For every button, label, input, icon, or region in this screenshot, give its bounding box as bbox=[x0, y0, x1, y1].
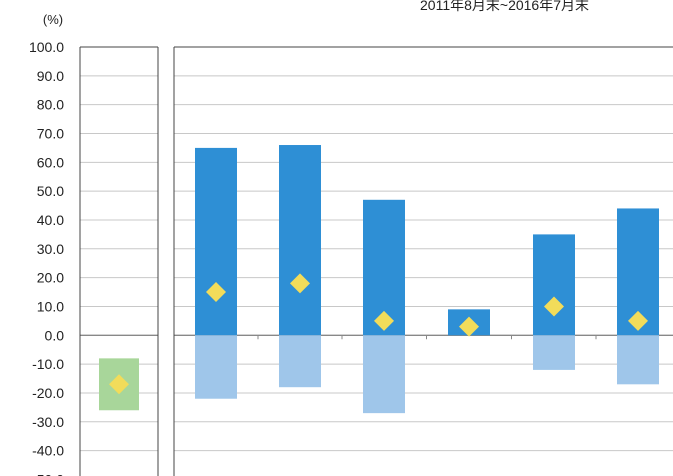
marker-point bbox=[459, 316, 479, 337]
marker-point bbox=[290, 273, 310, 294]
y-tick-labels: 100.0 90.0 80.0 70.0 60.0 50.0 40.0 30.0 20.0 10.… bbox=[29, 39, 64, 476]
y-tick-label: 10.0 bbox=[37, 298, 64, 314]
y-tick-label: 90.0 bbox=[37, 68, 64, 84]
min-bar bbox=[279, 335, 321, 388]
markers bbox=[109, 273, 648, 395]
y-tick-label: 40.0 bbox=[37, 212, 64, 228]
y-tick-label: 30.0 bbox=[37, 241, 64, 257]
grid-lines bbox=[80, 46, 673, 452]
bars bbox=[99, 145, 659, 414]
left-panel-marker bbox=[109, 374, 129, 395]
min-bar bbox=[617, 335, 659, 385]
y-tick-label: 70.0 bbox=[37, 125, 64, 141]
y-tick-label: 60.0 bbox=[37, 154, 64, 170]
marker-point bbox=[206, 282, 226, 303]
max-bar bbox=[279, 145, 321, 336]
min-bar bbox=[195, 335, 237, 399]
y-tick-label: -40.0 bbox=[32, 443, 64, 459]
chart-frame bbox=[79, 46, 673, 476]
marker-point bbox=[628, 310, 648, 331]
y-tick-label: 20.0 bbox=[37, 270, 64, 286]
period-note: 2011年8月末~2016年7月末 bbox=[420, 0, 589, 13]
y-tick-label: -30.0 bbox=[32, 414, 64, 430]
max-bar bbox=[533, 234, 575, 336]
y-unit-label: (%) bbox=[43, 12, 63, 27]
y-tick-label: 0.0 bbox=[45, 327, 65, 343]
marker-point bbox=[544, 296, 564, 317]
y-tick-label: 80.0 bbox=[37, 97, 64, 113]
y-tick-label: -50.0 bbox=[32, 471, 64, 476]
y-tick-label: -20.0 bbox=[32, 385, 64, 401]
y-tick-label: 50.0 bbox=[37, 183, 64, 199]
max-bar bbox=[195, 147, 237, 336]
y-tick-label: 100.0 bbox=[29, 39, 64, 55]
marker-point bbox=[374, 310, 394, 331]
min-bar bbox=[363, 335, 405, 414]
y-tick-label: -10.0 bbox=[32, 356, 64, 372]
min-bar bbox=[533, 335, 575, 370]
